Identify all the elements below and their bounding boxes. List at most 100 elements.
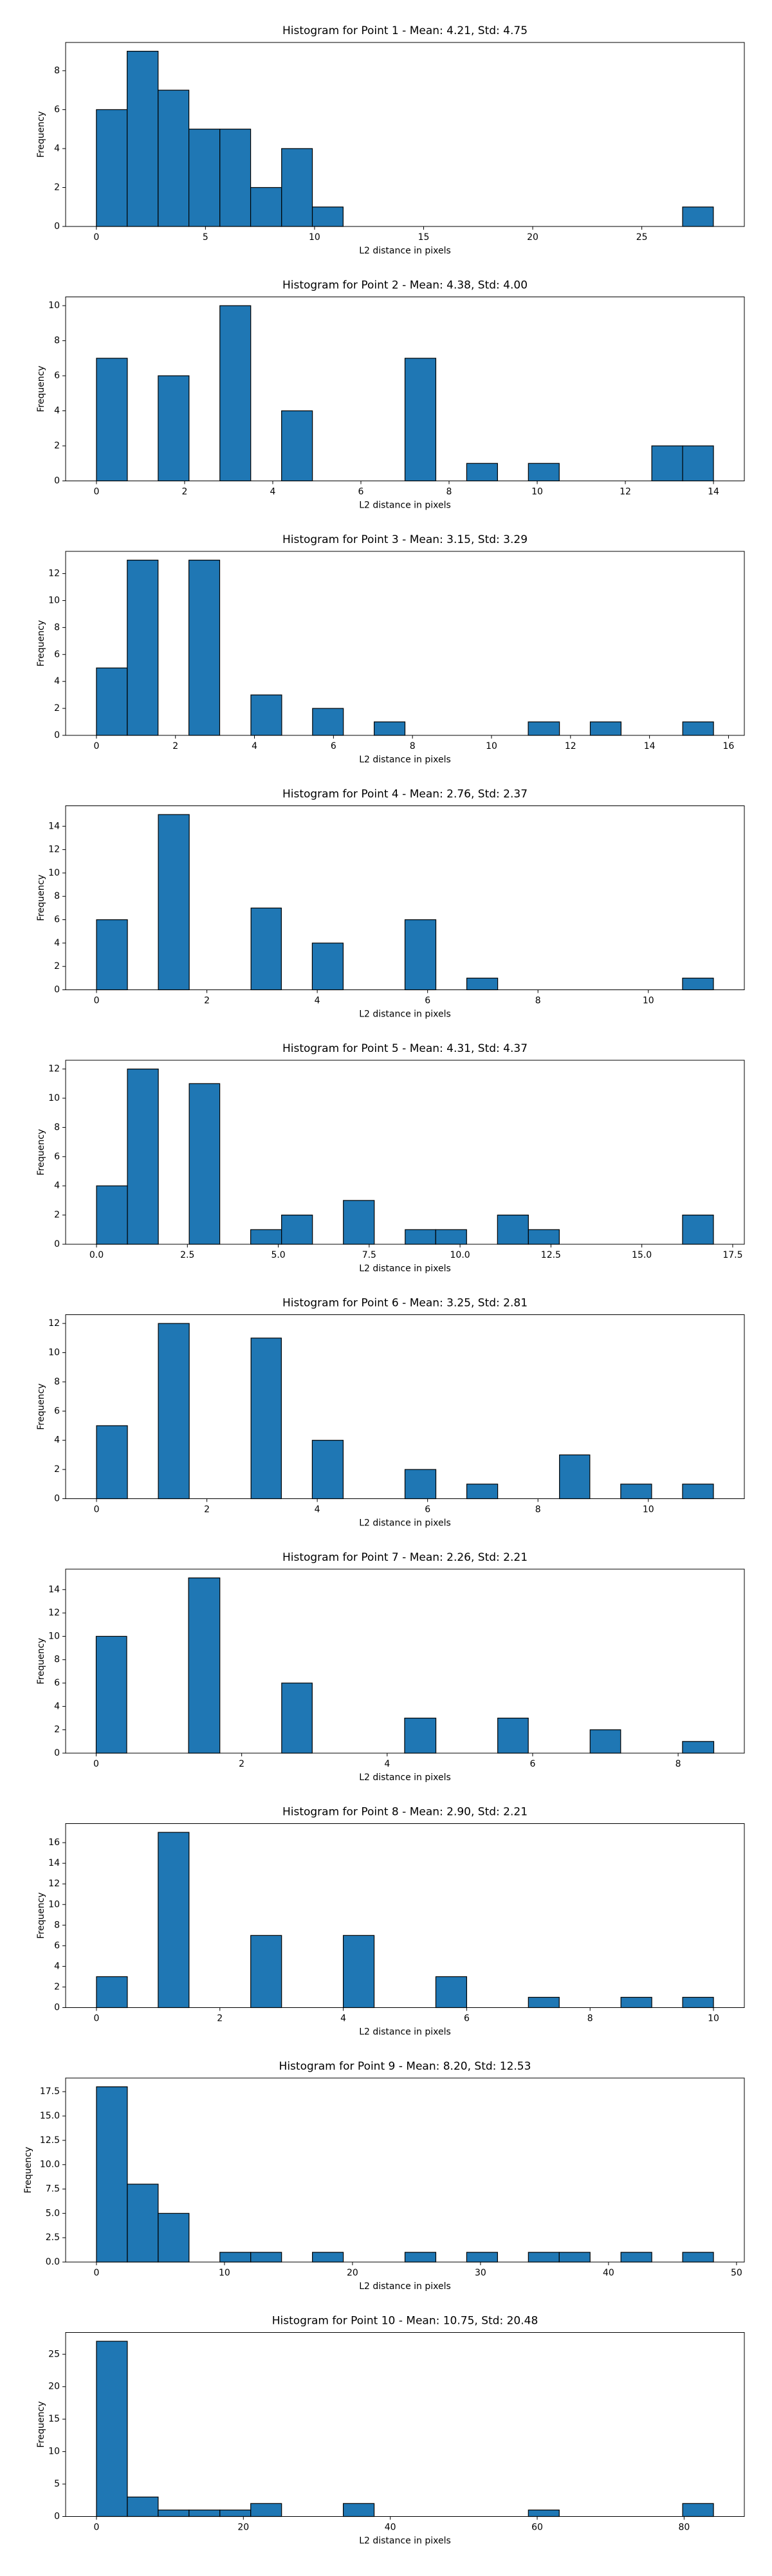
y-tick-label: 2 [54,703,60,713]
histogram-bar [312,2252,344,2263]
histogram-bar [682,977,714,991]
x-axis-label: L2 distance in pixels [359,2027,451,2038]
x-tick-label: 0 [93,1759,99,1769]
y-tick-label: 10 [48,868,60,878]
y-tick-label: 7.5 [46,2184,60,2194]
axes-frame [65,1823,745,2008]
histogram-bar [528,2252,560,2263]
histogram-bar [127,2184,159,2263]
histogram-bar [250,187,282,227]
histogram-bar [281,148,313,227]
histogram-bar [682,445,714,482]
y-tick-label: 17.5 [40,2086,60,2097]
y-tick-label: 12 [48,569,60,579]
axes-frame [65,297,745,481]
x-tick-label: 4 [315,996,320,1006]
x-tick-label: 10 [219,2268,230,2278]
y-tick-label: 4 [54,1435,60,1446]
histogram-bar [374,721,406,736]
histogram-bar [528,721,560,736]
subplot: Histogram for Point 6 - Mean: 3.25, Std:… [36,1297,745,1529]
x-tick-label: 5 [203,232,208,243]
subplot-title: Histogram for Point 10 - Mean: 10.75, St… [272,2315,538,2328]
x-tick-label: 80 [678,2523,690,2533]
x-tick-label: 2 [217,2014,223,2024]
histogram-bar [219,129,252,227]
histogram-bar [558,2252,591,2263]
subplot: Histogram for Point 2 - Mean: 4.38, Std:… [36,279,745,511]
x-tick-label: 2 [172,741,178,751]
y-tick-label: 25 [48,2349,60,2359]
y-axis-label: Frequency [36,620,46,667]
x-tick-label: 4 [384,1759,390,1769]
y-tick-label: 16 [48,1837,60,1848]
x-tick-label: 6 [529,1759,535,1769]
y-tick-label: 0 [54,221,60,232]
histogram-bar [158,375,190,482]
y-tick-label: 12 [48,1064,60,1074]
histogram-bar [404,2252,437,2263]
x-axis-label: L2 distance in pixels [359,755,451,765]
histogram-bar [250,2252,282,2263]
axes-frame [65,1569,745,1754]
histogram-bar [96,2341,128,2517]
histogram-bar [96,1185,128,1245]
x-tick-label: 2 [239,1759,244,1769]
histogram-bar [158,2509,190,2517]
y-tick-label: 12 [48,1879,60,1889]
histogram-bar [497,1215,529,1245]
histogram-bar [682,2252,714,2263]
x-tick-label: 0 [94,1505,100,1515]
subplot: Histogram for Point 3 - Mean: 3.15, Std:… [36,533,745,765]
x-tick-label: 8 [676,1759,681,1769]
histogram-bar [96,667,128,736]
histogram-bar [250,2503,282,2517]
histogram-bar [528,1996,560,2009]
subplot-title: Histogram for Point 9 - Mean: 8.20, Std:… [279,2060,531,2073]
histogram-bar [96,919,128,991]
x-tick-label: 0.0 [89,1250,104,1260]
histogram-bar [620,1484,652,1500]
x-tick-label: 0 [93,232,99,243]
x-tick-label: 7.5 [362,1250,376,1260]
x-tick-label: 8 [446,487,452,497]
y-tick-label: 6 [54,1678,60,1688]
histogram-bar [466,463,498,482]
y-axis-label: Frequency [23,2147,33,2193]
y-tick-label: 4 [54,406,60,416]
y-tick-label: 4 [54,676,60,686]
x-tick-label: 6 [358,487,364,497]
x-tick-label: 8 [410,741,416,751]
x-axis-label: L2 distance in pixels [359,2536,451,2546]
x-tick-label: 8 [535,996,541,1006]
x-tick-label: 0 [93,2523,99,2533]
x-tick-label: 8 [535,1505,541,1515]
x-tick-label: 10 [309,232,320,243]
x-tick-label: 4 [340,2014,346,2024]
x-tick-label: 2 [182,487,188,497]
y-tick-label: 0 [54,1748,60,1758]
y-tick-label: 10 [48,1093,60,1103]
x-tick-label: 2 [204,1505,210,1515]
x-axis-label: L2 distance in pixels [359,246,451,256]
axes-frame [65,805,745,990]
x-tick-label: 0 [94,996,100,1006]
histogram-bar [281,410,313,482]
subplot: Histogram for Point 9 - Mean: 8.20, Std:… [23,2060,745,2292]
subplot-title: Histogram for Point 6 - Mean: 3.25, Std:… [282,1297,528,1310]
y-tick-label: 10 [48,1348,60,1358]
y-tick-label: 14 [48,1585,60,1595]
x-tick-label: 4 [315,1505,320,1515]
y-tick-label: 14 [48,1858,60,1868]
axes-frame [65,2077,745,2263]
axes-frame [65,551,745,736]
y-tick-label: 15.0 [40,2111,60,2121]
y-tick-label: 8 [54,1920,60,1930]
histogram-bar [651,445,683,482]
y-tick-label: 12 [48,1608,60,1618]
x-axis-label: L2 distance in pixels [359,501,451,511]
y-tick-label: 6 [54,1152,60,1162]
y-tick-label: 0 [54,730,60,741]
histogram-bar [311,207,344,227]
subplot-title: Histogram for Point 7 - Mean: 2.26, Std:… [282,1551,528,1564]
